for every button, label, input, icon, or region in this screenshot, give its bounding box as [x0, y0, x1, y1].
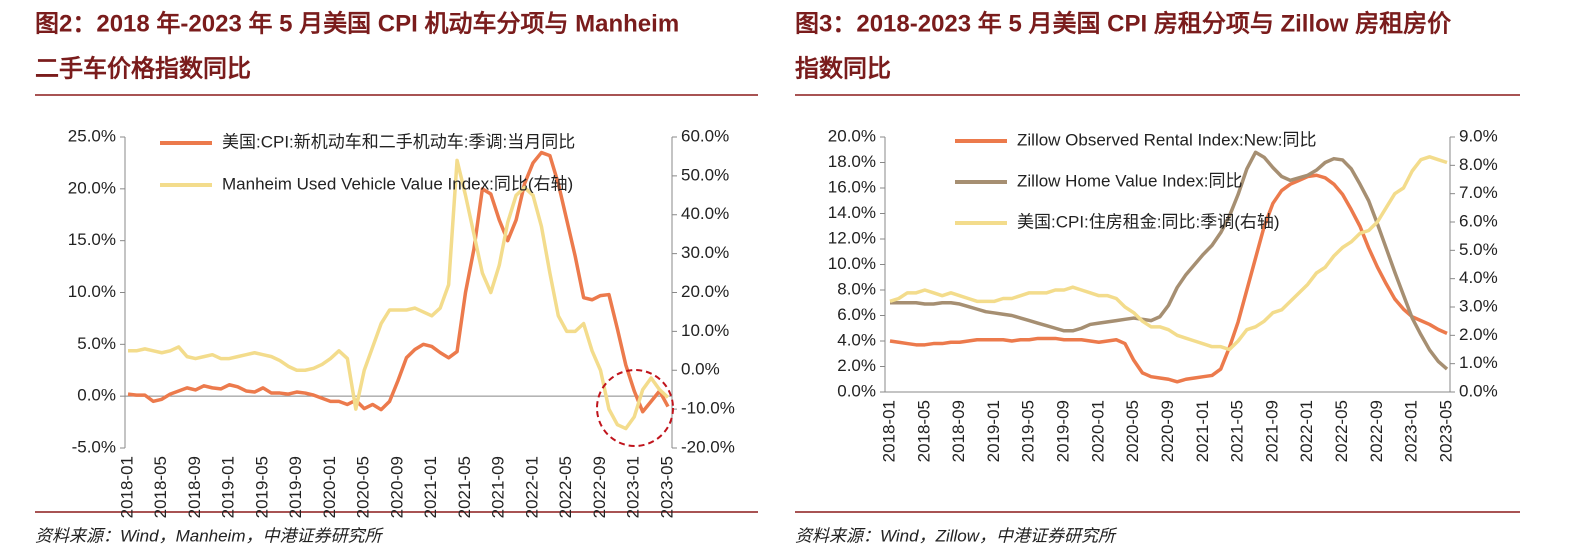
x-tick-label: 2019-05	[252, 456, 271, 518]
series-line	[889, 155, 1448, 352]
x-tick-label: 2023-01	[1402, 400, 1421, 462]
source-note: 资料来源：Wind，Manheim，中港证券研究所	[35, 526, 384, 545]
x-tick-label: 2023-05	[1436, 400, 1455, 462]
source-note: 资料来源：Wind，Zillow，中港证券研究所	[795, 526, 1118, 545]
y2-tick-label: 2.0%	[1459, 325, 1498, 344]
x-tick-label: 2018-05	[151, 456, 170, 518]
y-tick-label: 20.0%	[828, 126, 876, 145]
y-tick-label: -5.0%	[72, 437, 116, 456]
series-line	[128, 158, 670, 431]
y2-tick-label: 20.0%	[681, 282, 729, 301]
y2-tick-label: 5.0%	[1459, 240, 1498, 259]
x-tick-label: 2022-05	[1332, 400, 1351, 462]
x-tick-label: 2022-01	[522, 456, 541, 518]
y-tick-label: 10.0%	[828, 254, 876, 273]
x-tick-label: 2018-05	[914, 400, 933, 462]
chart-title: 二手车价格指数同比	[35, 54, 251, 82]
y2-tick-label: 40.0%	[681, 204, 729, 223]
x-tick-label: 2021-09	[489, 456, 508, 518]
y2-tick-label: 6.0%	[1459, 211, 1498, 230]
x-tick-label: 2022-01	[1297, 400, 1316, 462]
chart-title: 指数同比	[795, 55, 891, 82]
x-tick-label: 2018-01	[879, 400, 898, 462]
series-line	[127, 150, 670, 414]
y-tick-label: 0.0%	[837, 381, 876, 400]
y-tick-label: 15.0%	[68, 230, 116, 249]
x-tick-label: 2019-09	[286, 456, 305, 518]
x-tick-label: 2020-09	[387, 456, 406, 518]
legend-label: 美国:CPI:住房租金:同比:季调(右轴)	[1017, 212, 1280, 231]
x-tick-label: 2023-01	[624, 456, 643, 518]
y-tick-label: 16.0%	[828, 177, 876, 196]
y-tick-label: 0.0%	[77, 386, 116, 405]
y-tick-label: 18.0%	[828, 152, 876, 171]
y2-tick-label: 0.0%	[1459, 381, 1498, 400]
y2-tick-label: 3.0%	[1459, 296, 1498, 315]
series-line	[890, 150, 1449, 371]
y-tick-label: 14.0%	[828, 203, 876, 222]
y-tick-label: 20.0%	[68, 178, 116, 197]
y2-tick-label: -10.0%	[681, 399, 735, 418]
y2-tick-label: 9.0%	[1459, 126, 1498, 145]
y2-tick-label: 7.0%	[1459, 183, 1498, 202]
y-tick-label: 10.0%	[68, 282, 116, 301]
x-tick-label: 2022-05	[556, 456, 575, 518]
highlight-circle	[596, 369, 674, 447]
x-tick-label: 2019-09	[1054, 400, 1073, 462]
x-tick-label: 2020-01	[1088, 400, 1107, 462]
x-tick-label: 2020-09	[1158, 400, 1177, 462]
x-tick-label: 2018-09	[949, 400, 968, 462]
x-tick-label: 2019-01	[984, 400, 1003, 462]
y2-tick-label: 60.0%	[681, 126, 729, 145]
x-tick-label: 2018-09	[185, 456, 204, 518]
y-tick-label: 12.0%	[828, 228, 876, 247]
series-line	[889, 173, 1448, 384]
x-tick-label: 2020-05	[354, 456, 373, 518]
x-tick-label: 2022-09	[590, 456, 609, 518]
x-tick-label: 2019-01	[219, 456, 238, 518]
y2-tick-label: -20.0%	[681, 437, 735, 456]
y-tick-label: 5.0%	[77, 334, 116, 353]
x-tick-label: 2019-05	[1019, 400, 1038, 462]
y2-tick-label: 0.0%	[681, 360, 720, 379]
x-tick-label: 2022-09	[1367, 400, 1386, 462]
legend-label: Zillow Home Value Index:同比	[1017, 171, 1243, 190]
y-tick-label: 25.0%	[68, 126, 116, 145]
y2-tick-label: 1.0%	[1459, 353, 1498, 372]
x-tick-label: 2020-05	[1123, 400, 1142, 462]
y2-tick-label: 10.0%	[681, 321, 729, 340]
y2-tick-label: 30.0%	[681, 243, 729, 262]
y2-tick-label: 8.0%	[1459, 155, 1498, 174]
y-tick-label: 8.0%	[837, 279, 876, 298]
x-tick-label: 2018-01	[117, 456, 136, 518]
x-tick-label: 2021-01	[421, 456, 440, 518]
chart-title: 图3：2018-2023 年 5 月美国 CPI 房租分项与 Zillow 房租…	[795, 9, 1452, 37]
x-tick-label: 2020-01	[320, 456, 339, 518]
y-tick-label: 4.0%	[837, 330, 876, 349]
x-tick-label: 2021-05	[455, 456, 474, 518]
x-tick-label: 2021-09	[1262, 400, 1281, 462]
chart-title: 图2：2018 年-2023 年 5 月美国 CPI 机动车分项与 Manhei…	[35, 9, 679, 37]
legend-label: 美国:CPI:新机动车和二手机动车:季调:当月同比	[222, 132, 575, 151]
x-tick-label: 2021-05	[1228, 400, 1247, 462]
legend-label: Manheim Used Vehicle Value Index:同比(右轴)	[222, 174, 573, 193]
y-tick-label: 6.0%	[837, 305, 876, 324]
x-tick-label: 2023-05	[657, 456, 676, 518]
y-tick-label: 2.0%	[837, 356, 876, 375]
x-tick-label: 2021-01	[1193, 400, 1212, 462]
legend-label: Zillow Observed Rental Index:New:同比	[1017, 130, 1317, 149]
y2-tick-label: 50.0%	[681, 165, 729, 184]
y2-tick-label: 4.0%	[1459, 268, 1498, 287]
